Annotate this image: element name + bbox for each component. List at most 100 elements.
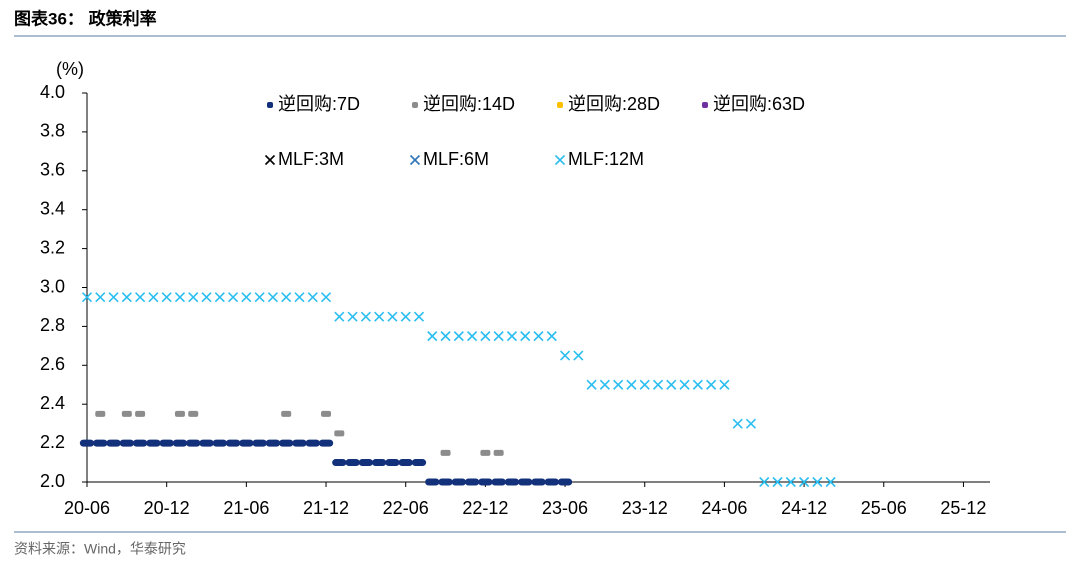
legend-swatch [267, 102, 273, 108]
cross-marker [188, 292, 199, 303]
rate-mark [491, 478, 506, 486]
cross-marker [320, 292, 332, 303]
cross-stroke [440, 331, 451, 342]
y-tick-label: 2.0 [40, 471, 65, 491]
rate-mark [279, 439, 294, 447]
cross-marker [121, 292, 132, 303]
cross-stroke [281, 292, 292, 303]
cross-marker [559, 350, 571, 361]
x-tick-label: 23-06 [542, 498, 588, 518]
cross-stroke [719, 379, 730, 390]
cross-marker [554, 154, 566, 166]
cross-stroke [320, 292, 332, 303]
cross-marker [201, 292, 212, 303]
cross-stroke [520, 331, 531, 342]
cross-marker [799, 476, 810, 488]
cross-marker [493, 331, 504, 342]
cross-marker [135, 292, 146, 303]
rate-mark [106, 439, 121, 447]
cross-stroke [759, 476, 770, 488]
cross-marker [652, 379, 664, 390]
cross-marker [599, 379, 610, 390]
legend-label: MLF:12M [568, 149, 644, 169]
x-tick-label: 25-12 [940, 498, 986, 518]
cross-marker [387, 311, 398, 322]
rate-mark [318, 439, 334, 447]
rate-mark [345, 459, 360, 467]
cross-stroke [493, 331, 504, 342]
cross-marker [360, 311, 371, 322]
cross-marker [772, 476, 783, 488]
rate-mark [199, 439, 214, 447]
cross-marker [639, 379, 650, 390]
cross-stroke [264, 154, 276, 166]
cross-stroke [241, 292, 252, 303]
y-tick-label: 3.4 [40, 198, 65, 218]
cross-marker [347, 311, 358, 322]
cross-stroke [626, 379, 637, 390]
cross-stroke [228, 292, 239, 303]
cross-marker [692, 379, 703, 390]
x-tick-label: 21-06 [223, 498, 269, 518]
cross-stroke [559, 350, 571, 361]
cross-stroke [639, 379, 650, 390]
cross-stroke [453, 331, 464, 342]
cross-marker [586, 379, 597, 390]
cross-marker [706, 379, 717, 390]
cross-marker [745, 418, 757, 429]
cross-marker [148, 292, 159, 303]
source-note: 资料来源：Wind，华泰研究 [14, 541, 186, 557]
rate-mark [121, 410, 132, 417]
rate-mark [239, 439, 254, 447]
cross-marker [573, 350, 584, 361]
cross-stroke [772, 476, 783, 488]
rate-mark [265, 439, 281, 447]
cross-stroke [188, 292, 199, 303]
rate-mark [531, 478, 546, 486]
cross-marker [613, 379, 624, 390]
cross-stroke [267, 292, 278, 303]
legend-label: 逆回购:14D [423, 94, 515, 114]
cross-stroke [108, 292, 119, 303]
rate-mark [425, 478, 440, 486]
rate-mark [174, 410, 185, 417]
rate-mark [334, 430, 345, 437]
y-tick-label: 2.6 [40, 354, 65, 374]
cross-stroke [692, 379, 703, 390]
rate-mark [557, 478, 573, 486]
cross-stroke [81, 292, 93, 303]
rate-mark [95, 410, 106, 417]
legend-label: 逆回购:63D [713, 94, 805, 114]
x-tick-label: 24-06 [701, 498, 747, 518]
rate-mark [478, 478, 493, 486]
cross-marker [214, 292, 225, 303]
cross-stroke [586, 379, 597, 390]
rate-mark [480, 449, 491, 456]
legend-label: MLF:6M [423, 149, 489, 169]
cross-marker [264, 154, 276, 166]
cross-marker [307, 292, 318, 303]
rate-mark [358, 459, 374, 467]
cross-marker [825, 476, 836, 488]
rate-mark [440, 449, 451, 456]
cross-marker [785, 476, 796, 488]
cross-marker [759, 476, 770, 488]
page-title: 图表36： 政策利率 [14, 8, 157, 28]
rate-mark [146, 439, 161, 447]
cross-stroke [706, 379, 717, 390]
rate-mark [159, 439, 174, 447]
y-tick-label: 3.2 [40, 237, 65, 257]
cross-stroke [174, 292, 186, 303]
cross-marker [413, 311, 425, 322]
rate-mark [438, 478, 453, 486]
cross-marker [679, 379, 690, 390]
rate-mark [321, 410, 332, 417]
rate-mark [372, 459, 387, 467]
cross-stroke [506, 331, 518, 342]
cross-stroke [554, 154, 566, 166]
rate-mark [398, 459, 413, 467]
cross-marker [812, 476, 823, 488]
cross-stroke [546, 331, 557, 342]
cross-stroke [387, 311, 398, 322]
